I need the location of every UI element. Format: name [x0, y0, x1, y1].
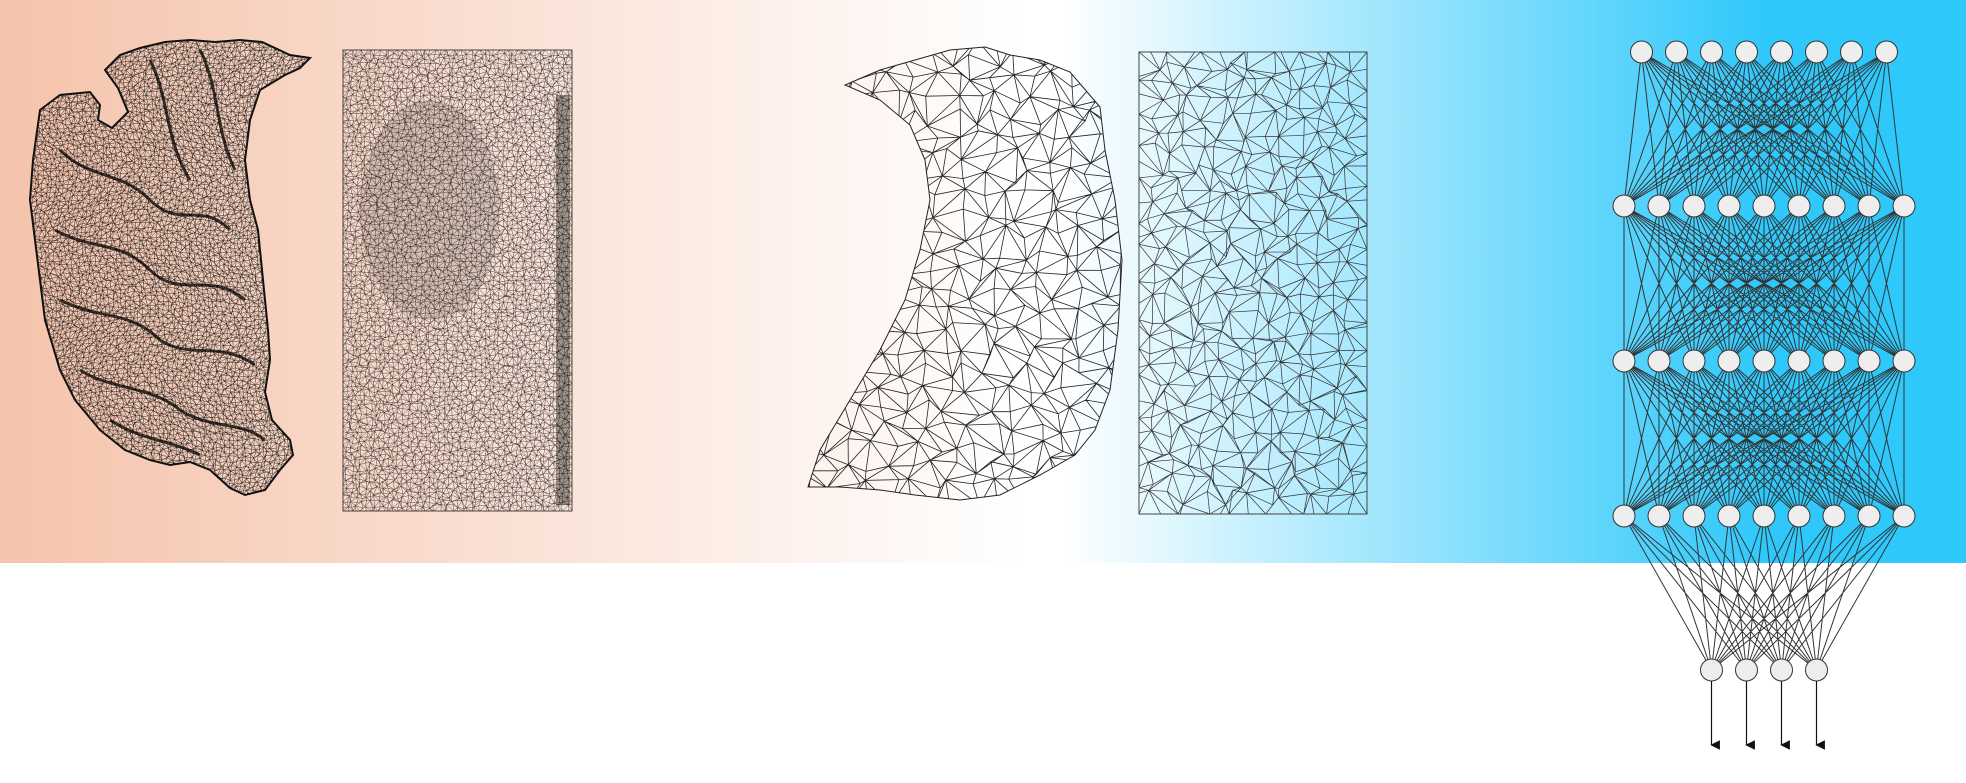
neuron-l3-4	[1717, 349, 1741, 373]
network-layer-5	[1700, 658, 1828, 682]
neuron-l1-1	[1630, 40, 1653, 64]
coarse-3d-mesh-edges	[808, 47, 1122, 500]
neuron-l1-2	[1665, 40, 1688, 64]
neuron-l1-8	[1875, 40, 1898, 64]
neuron-l4-5	[1752, 504, 1776, 528]
neuron-l2-3	[1682, 194, 1706, 218]
coarse-3d-mesh-outline	[807, 46, 1123, 501]
neuron-l2-9	[1892, 194, 1916, 218]
neuron-l4-7	[1822, 504, 1846, 528]
network-connections	[1623, 51, 1905, 671]
dense-3d-mesh-edges	[30, 40, 310, 495]
neuron-l3-8	[1857, 349, 1881, 373]
neuron-l5-2	[1735, 658, 1758, 682]
neuron-l2-5	[1752, 194, 1776, 218]
coarse-3d-mesh	[808, 47, 1122, 500]
neuron-l2-2	[1647, 194, 1671, 218]
neuron-l2-8	[1857, 194, 1881, 218]
neuron-l1-4	[1735, 40, 1758, 64]
surface-fold-3	[59, 298, 256, 367]
neuron-l3-2	[1647, 349, 1671, 373]
neuron-l1-7	[1840, 40, 1863, 64]
neuron-l3-1	[1612, 349, 1636, 373]
neuron-l2-7	[1822, 194, 1846, 218]
neuron-l4-6	[1787, 504, 1811, 528]
dense-3d-mesh	[30, 40, 310, 495]
surface-fold-7	[198, 49, 237, 171]
neuron-l3-6	[1787, 349, 1811, 373]
neuron-l4-2	[1647, 504, 1671, 528]
neuron-l1-5	[1770, 40, 1793, 64]
dense-3d-mesh-outline	[28, 38, 313, 497]
connection-lines	[1623, 51, 1905, 671]
neuron-l4-3	[1682, 504, 1706, 528]
dense-flattened-mesh	[342, 49, 573, 512]
neuron-l5-4	[1805, 658, 1828, 682]
coarse-flattened-mesh-border	[1138, 51, 1368, 515]
surface-fold-5	[109, 418, 201, 457]
neuron-l3-7	[1822, 349, 1846, 373]
output-arrows	[1710, 681, 1825, 750]
coarse-flattened-mesh	[1138, 51, 1368, 515]
surface-fold-6	[148, 59, 192, 181]
neuron-l2-6	[1787, 194, 1811, 218]
surface-fold-1	[58, 148, 232, 232]
neuron-l5-3	[1770, 658, 1793, 682]
neuron-l3-3	[1682, 349, 1706, 373]
neuron-l3-5	[1752, 349, 1776, 373]
neuron-l5-1	[1700, 658, 1723, 682]
network-layer-2	[1612, 194, 1916, 218]
neural-network-diagram	[1612, 40, 1916, 750]
dense-flattened-mesh-border	[342, 49, 573, 512]
coarse-flattened-mesh-edges	[1138, 51, 1368, 515]
network-layer-3	[1612, 349, 1916, 373]
neuron-l2-4	[1717, 194, 1741, 218]
neuron-l1-6	[1805, 40, 1828, 64]
dense-3d-mesh-folds	[54, 49, 266, 457]
neuron-l4-8	[1857, 504, 1881, 528]
network-layer-1	[1630, 40, 1898, 64]
neuron-l3-9	[1892, 349, 1916, 373]
surface-fold-4	[79, 368, 266, 442]
neuron-l4-9	[1892, 504, 1916, 528]
surface-fold-2	[54, 228, 246, 302]
neuron-l4-1	[1612, 504, 1636, 528]
dense-region-shading	[360, 100, 500, 320]
neuron-l4-4	[1717, 504, 1741, 528]
dense-edge-strip	[556, 95, 570, 505]
neuron-l1-3	[1700, 40, 1723, 64]
network-layer-4	[1612, 504, 1916, 528]
neuron-l2-1	[1612, 194, 1636, 218]
